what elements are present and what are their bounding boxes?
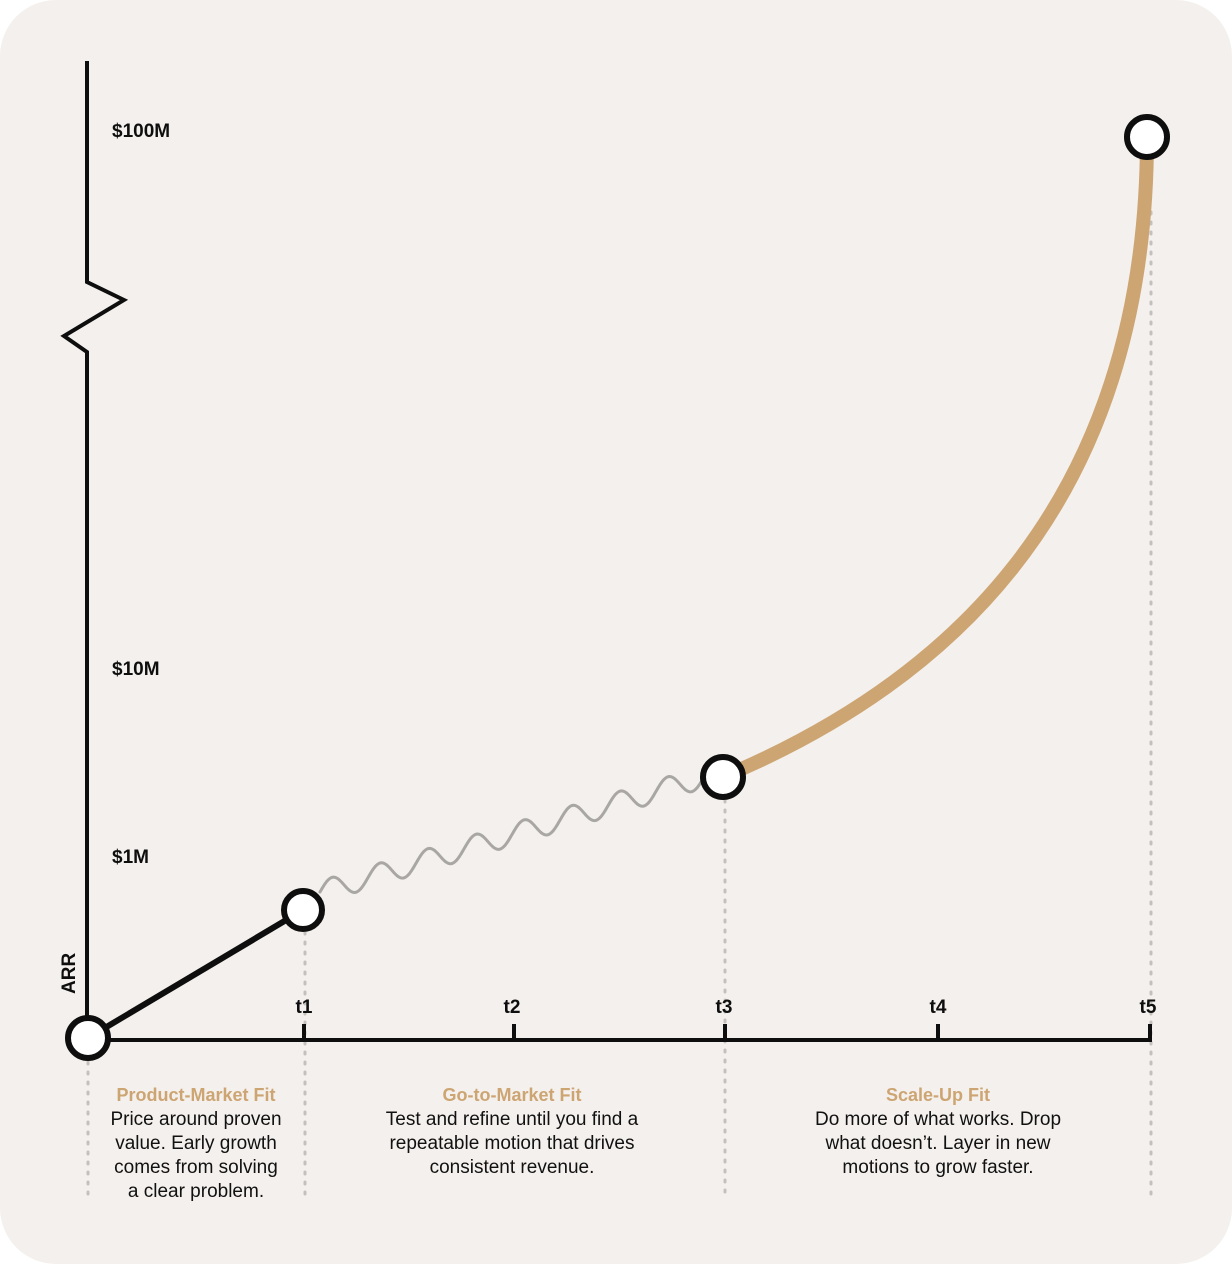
x-tick-label-t3: t3 xyxy=(715,997,733,1018)
phase-scale-up-fit: Scale-Up Fit Do more of what works. Drop… xyxy=(768,1084,1108,1180)
phase-description-line: a clear problem. xyxy=(127,1181,265,1202)
phase-description-line: value. Early growth xyxy=(115,1133,277,1154)
milestone-markers xyxy=(65,114,1170,1061)
phase-description-line: motions to grow faster. xyxy=(842,1157,1034,1178)
milestone-t3 xyxy=(700,754,746,800)
milestone-origin xyxy=(65,1015,111,1061)
phase-description: Do more of what works. Drop what doesn’t… xyxy=(768,1108,1108,1180)
phase-product-market-fit: Product-Market Fit Price around proven v… xyxy=(86,1084,306,1204)
x-tick-marks xyxy=(302,1024,1152,1040)
phase-description-line: Price around proven xyxy=(110,1109,282,1130)
guide-lines xyxy=(86,210,1153,1200)
phase-title: Go-to-Market Fit xyxy=(442,1085,582,1105)
y-tick-label-1m: $1M xyxy=(112,847,149,868)
phase-description-line: what doesn’t. Layer in new xyxy=(825,1133,1051,1154)
y-tick-label-100m: $100M xyxy=(112,121,171,142)
x-tick-label-t5: t5 xyxy=(1139,997,1157,1018)
phase-description-line: Do more of what works. Drop xyxy=(814,1109,1062,1130)
y-axis-title: ARR xyxy=(59,952,80,994)
phase-description: Price around proven value. Early growth … xyxy=(86,1108,306,1204)
milestone-t5 xyxy=(1124,114,1170,160)
phase-description-line: consistent revenue. xyxy=(429,1157,595,1178)
phase-title: Scale-Up Fit xyxy=(885,1085,991,1105)
scale-up-fit-curve xyxy=(720,136,1154,784)
y-tick-label-10m: $10M xyxy=(112,659,160,680)
phase-description-line: repeatable motion that drives xyxy=(389,1133,635,1154)
phase-description-line: Test and refine until you find a xyxy=(385,1109,639,1130)
y-axis-line xyxy=(60,61,129,1040)
phase-title: Product-Market Fit xyxy=(116,1085,276,1105)
x-tick-label-t2: t2 xyxy=(503,997,521,1018)
x-tick-label-t4: t4 xyxy=(929,997,947,1018)
phase-go-to-market-fit: Go-to-Market Fit Test and refine until y… xyxy=(342,1084,682,1180)
go-to-market-fit-segment xyxy=(318,775,706,894)
phase-description: Test and refine until you find a repeata… xyxy=(342,1108,682,1180)
x-tick-label-t1: t1 xyxy=(295,997,313,1018)
product-market-fit-segment xyxy=(86,907,305,1041)
milestone-t1 xyxy=(281,888,325,932)
phase-description-line: comes from solving xyxy=(114,1157,278,1178)
